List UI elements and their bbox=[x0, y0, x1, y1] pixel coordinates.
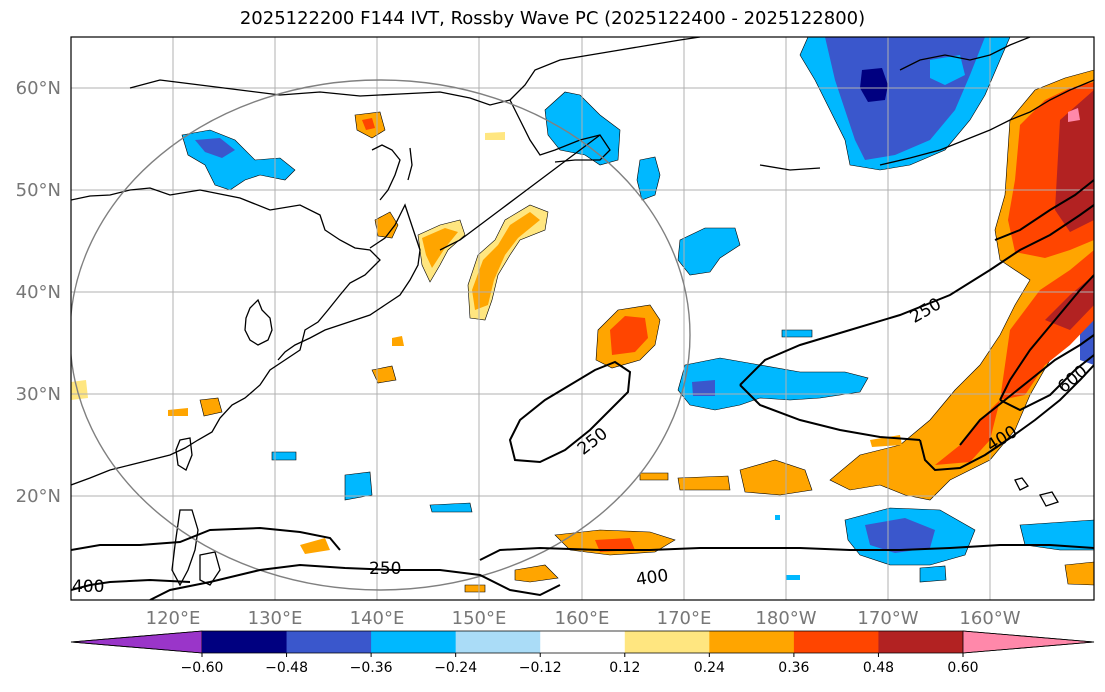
lon-label-140e: 140°E bbox=[350, 608, 405, 629]
lat-label-50n: 50°N bbox=[16, 180, 61, 201]
colorbar-segment bbox=[286, 631, 372, 653]
map-border bbox=[70, 36, 1095, 601]
colorbar-tick-label: 0.48 bbox=[863, 660, 894, 676]
colorbar-segment bbox=[371, 631, 457, 653]
lon-label-120e: 120°E bbox=[146, 608, 201, 629]
colorbar-segment bbox=[878, 631, 964, 653]
lon-label-130e: 130°E bbox=[248, 608, 303, 629]
negative-anomaly-central-pacific bbox=[271, 227, 1094, 583]
gridlines bbox=[71, 37, 1094, 600]
colorbar-tick-label: 0.36 bbox=[778, 660, 809, 676]
lon-label-170w: 170°W bbox=[857, 608, 918, 629]
lon-label-170e: 170°E bbox=[657, 608, 712, 629]
colorbar-tick-label: 0.60 bbox=[947, 660, 978, 676]
lat-label-30n: 30°N bbox=[16, 384, 61, 405]
lat-label-60n: 60°N bbox=[16, 78, 61, 99]
colorbar-tick-label: −0.60 bbox=[181, 660, 224, 676]
lat-label-20n: 20°N bbox=[16, 486, 61, 507]
lon-label-160w: 160°W bbox=[959, 608, 1020, 629]
colorbar-extend-low bbox=[70, 630, 203, 654]
coastlines bbox=[71, 37, 1094, 587]
map-title: 2025122200 F144 IVT, Rossby Wave PC (202… bbox=[239, 8, 866, 29]
colorbar-tick-label: −0.24 bbox=[434, 660, 477, 676]
colorbar-segment bbox=[455, 631, 541, 653]
ivt-contours bbox=[71, 179, 1094, 600]
colorbar-tick-label: −0.48 bbox=[265, 660, 308, 676]
lat-label-40n: 40°N bbox=[16, 282, 61, 303]
negative-anomaly-siberia bbox=[181, 129, 296, 191]
lon-label-150e: 150°E bbox=[452, 608, 507, 629]
colorbar-tick-label: 0.24 bbox=[694, 660, 725, 676]
colorbar-segment bbox=[202, 631, 288, 653]
colorbar: −0.60 −0.48 −0.36 −0.24 −0.12 0.12 0.24 0.36 0.4… bbox=[70, 630, 1095, 676]
colorbar-segment bbox=[709, 631, 795, 653]
colorbar-tick-label: −0.36 bbox=[350, 660, 393, 676]
longitude-axis: 120°E 130°E 140°E 150°E 160°E 170°E 180°… bbox=[146, 608, 1021, 629]
colorbar-tick-label: 0.12 bbox=[609, 660, 640, 676]
colorbar-tick-label: −0.12 bbox=[519, 660, 562, 676]
negative-anomaly-bering bbox=[799, 37, 1011, 171]
lon-label-180w: 180°W bbox=[755, 608, 816, 629]
lon-label-160e: 160°E bbox=[555, 608, 610, 629]
colorbar-extend-high bbox=[962, 630, 1095, 654]
contour-label-400-west: 400 bbox=[72, 577, 104, 597]
positive-anomaly-japan bbox=[71, 111, 661, 417]
region-circle bbox=[71, 79, 691, 591]
contour-label-250-south: 250 bbox=[369, 559, 401, 579]
colorbar-segment bbox=[540, 631, 626, 653]
latitude-axis: 60°N 50°N 40°N 30°N 20°N bbox=[16, 78, 61, 507]
colorbar-segment bbox=[624, 631, 710, 653]
contour-label-400-south: 400 bbox=[635, 566, 670, 590]
colorbar-segment bbox=[793, 631, 879, 653]
